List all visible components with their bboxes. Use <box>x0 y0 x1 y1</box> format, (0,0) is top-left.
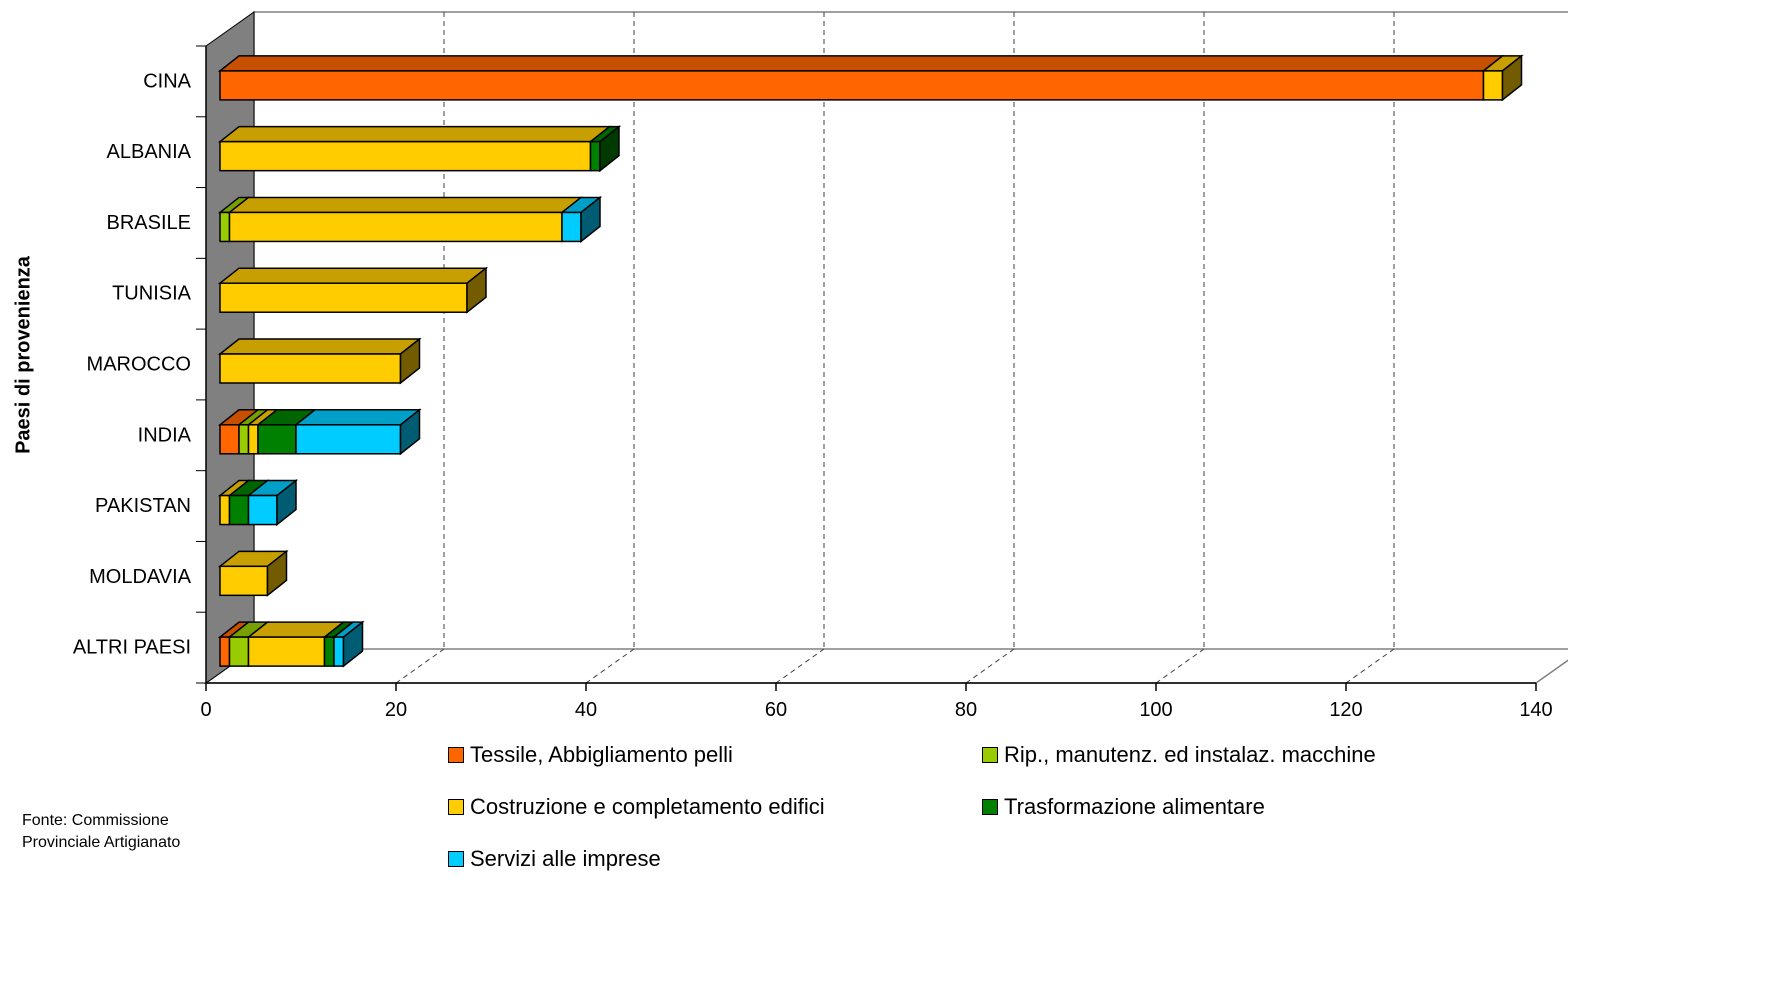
bar-segment <box>219 494 231 526</box>
bar-segment <box>228 636 250 667</box>
bar-end-face <box>399 337 421 385</box>
bar-segment <box>333 636 345 667</box>
legend-label: Rip., manutenz. ed instalaz. macchine <box>1004 742 1376 767</box>
bar-end-face <box>399 408 421 456</box>
bar-segment <box>247 636 326 667</box>
bar-end-face <box>466 266 487 314</box>
bar-segment <box>247 424 259 455</box>
bar-top-face <box>227 196 584 214</box>
source-line-2: Provinciale Artigianato <box>22 834 181 851</box>
plot-floor <box>203 648 1568 684</box>
bar-segment <box>561 211 582 243</box>
bar-segment <box>219 424 240 455</box>
legend-item-alimentare: Trasformazione alimentare <box>982 794 1265 820</box>
bar-segment <box>228 494 250 526</box>
gridline-floor <box>775 648 825 684</box>
x-tick-label: 0 <box>200 699 211 721</box>
legend-item-costruzione: Costruzione e completamento edifici <box>448 794 825 820</box>
x-tick-label: 120 <box>1329 699 1362 721</box>
x-tick-label: 20 <box>385 699 407 721</box>
legend-swatch <box>448 851 464 867</box>
bar-top-face <box>217 267 489 284</box>
legend-swatch <box>982 799 998 815</box>
x-tick-label: 140 <box>1519 699 1552 721</box>
bar-segment <box>238 424 250 455</box>
bar-segment <box>1482 70 1504 101</box>
legend-swatch <box>448 799 464 815</box>
bar-segment <box>219 282 468 313</box>
bar-end-face <box>580 195 601 243</box>
category-label: INDIA <box>138 424 192 446</box>
gridline-floor <box>585 648 635 684</box>
legend-label: Tessile, Abbigliamento pelli <box>470 742 733 767</box>
bar-segment <box>219 140 592 172</box>
legend-swatch <box>982 747 998 763</box>
category-label: MOLDAVIA <box>89 566 192 588</box>
category-label: TUNISIA <box>112 283 192 305</box>
bar-segment <box>219 353 402 384</box>
plot-back-wall <box>253 11 1568 649</box>
bar-top-face <box>217 125 612 143</box>
gridline-floor <box>1345 648 1395 684</box>
bar-chart: CINA ALBANIA BRASILE TUNISIA MAROCCO INDIA PAK… <box>73 11 1568 721</box>
x-tick-label: 40 <box>575 699 597 721</box>
bar-end-face <box>599 125 620 173</box>
bar-segment <box>323 636 335 667</box>
category-label: PAKISTAN <box>95 495 191 517</box>
category-label: MAROCCO <box>87 354 191 376</box>
gridline-floor <box>395 648 445 684</box>
y-axis-title: Paesi di provenienza <box>12 256 35 454</box>
legend-item-servizi: Servizi alle imprese <box>448 846 661 872</box>
category-label: ALBANIA <box>107 141 192 163</box>
x-tick-label: 80 <box>955 699 977 721</box>
bar-end-face <box>276 479 297 527</box>
bar-segment <box>219 70 1485 101</box>
bar-segment <box>295 424 402 455</box>
bar-segment <box>219 565 269 597</box>
gridline-floor <box>1155 648 1205 684</box>
legend-label: Trasformazione alimentare <box>1004 794 1265 819</box>
x-tick-label: 60 <box>765 699 787 721</box>
gridline-floor <box>965 648 1015 684</box>
bar-segment <box>257 424 297 455</box>
category-label: BRASILE <box>107 212 191 234</box>
bar-segment <box>219 636 231 667</box>
bar-end-face <box>266 549 288 597</box>
x-tick-label: 100 <box>1139 699 1172 721</box>
category-label: ALTRI PAESI <box>73 637 191 659</box>
source-line-1: Fonte: Commissione <box>22 812 169 829</box>
bar-top-face <box>217 338 422 355</box>
category-label: CINA <box>143 70 191 92</box>
bar-end-face <box>342 620 364 668</box>
bar-end-face <box>1501 54 1523 102</box>
legend-label: Servizi alle imprese <box>470 846 661 871</box>
legend-item-riparazione: Rip., manutenz. ed instalaz. macchine <box>982 742 1376 768</box>
bar-segment <box>589 140 601 172</box>
bar-segment <box>228 211 563 243</box>
legend-label: Costruzione e completamento edifici <box>470 794 825 819</box>
bar-top-face <box>217 55 1505 72</box>
legend-swatch <box>448 747 464 763</box>
source-note: Fonte: Commissione Provinciale Artigiana… <box>22 810 180 854</box>
bar-segment <box>219 211 231 243</box>
bar-segment <box>247 494 278 526</box>
legend-item-tessile: Tessile, Abbigliamento pelli <box>448 742 733 768</box>
bar-top-face <box>293 409 422 426</box>
